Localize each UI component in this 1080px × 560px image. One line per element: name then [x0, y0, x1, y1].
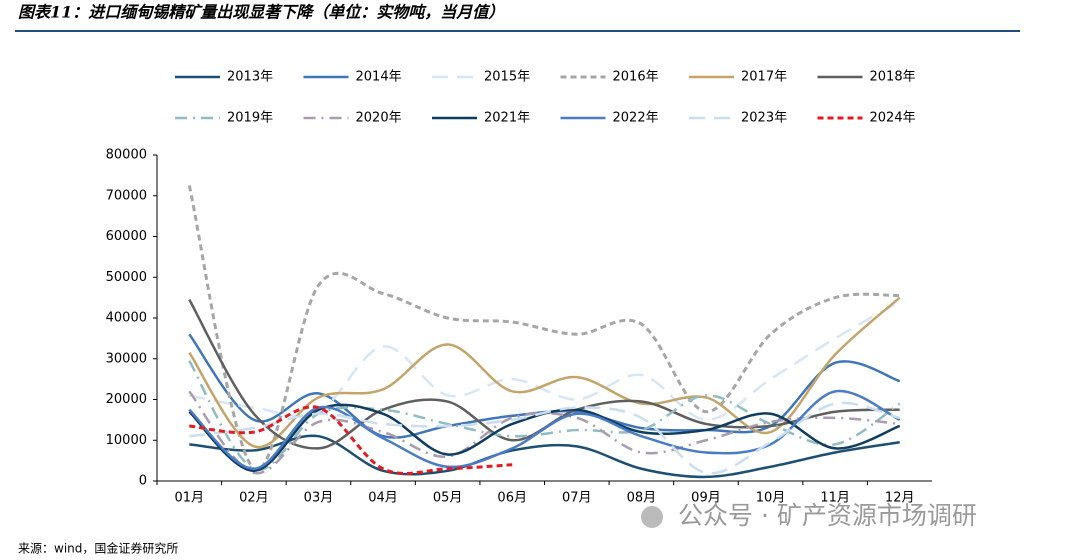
- legend-label: 2022年: [613, 111, 659, 126]
- legend-label: 2018年: [870, 70, 916, 85]
- y-tick-label: 50000: [106, 270, 147, 285]
- series-line: [188, 403, 901, 473]
- y-tick-label: 0: [139, 474, 147, 489]
- x-tick-label: 12月: [885, 491, 915, 506]
- y-tick-label: 80000: [106, 148, 147, 163]
- legend-label: 2016年: [613, 70, 659, 85]
- y-tick-label: 60000: [106, 229, 147, 244]
- legend-label: 2013年: [227, 70, 273, 85]
- chart-title: 图表11：进口缅甸锡精矿量出现显著下降（单位：实物吨，当月值）: [18, 3, 504, 22]
- x-tick-label: 06月: [497, 491, 527, 506]
- x-tick-label: 08月: [627, 491, 657, 506]
- x-tick-label: 10月: [756, 491, 786, 506]
- legend-label: 2024年: [870, 111, 916, 126]
- series-line: [188, 360, 901, 471]
- series-line: [188, 390, 900, 475]
- y-tick-label: 40000: [106, 311, 147, 326]
- x-tick-label: 07月: [562, 491, 592, 506]
- x-tick-label: 02月: [239, 491, 269, 506]
- legend-label: 2023年: [741, 111, 787, 126]
- source: 来源：wind，国金证券研究所: [18, 541, 178, 556]
- x-tick-label: 04月: [368, 491, 398, 506]
- watermark: 公众号 · 矿产资源市场调研: [678, 501, 977, 530]
- x-tick-label: 11月: [820, 491, 850, 506]
- y-tick-label: 10000: [106, 433, 147, 448]
- legend-label: 2019年: [227, 111, 273, 126]
- watermark-icon: [641, 506, 663, 528]
- y-tick-label: 20000: [106, 392, 147, 407]
- x-tick-label: 01月: [175, 491, 205, 506]
- legend-label: 2020年: [356, 111, 402, 126]
- x-tick-label: 03月: [304, 491, 334, 506]
- x-tick-label: 05月: [433, 491, 463, 506]
- series-line: [189, 401, 901, 475]
- y-tick-label: 30000: [106, 351, 147, 366]
- series-line: [188, 299, 900, 450]
- legend-label: 2017年: [741, 70, 787, 85]
- legend-label: 2021年: [484, 111, 530, 126]
- legend-label: 2015年: [484, 70, 530, 85]
- legend-label: 2014年: [356, 70, 402, 85]
- series-line: [189, 434, 900, 479]
- y-tick-label: 70000: [106, 188, 147, 203]
- x-tick-label: 09月: [691, 491, 721, 506]
- series-line: [188, 389, 901, 471]
